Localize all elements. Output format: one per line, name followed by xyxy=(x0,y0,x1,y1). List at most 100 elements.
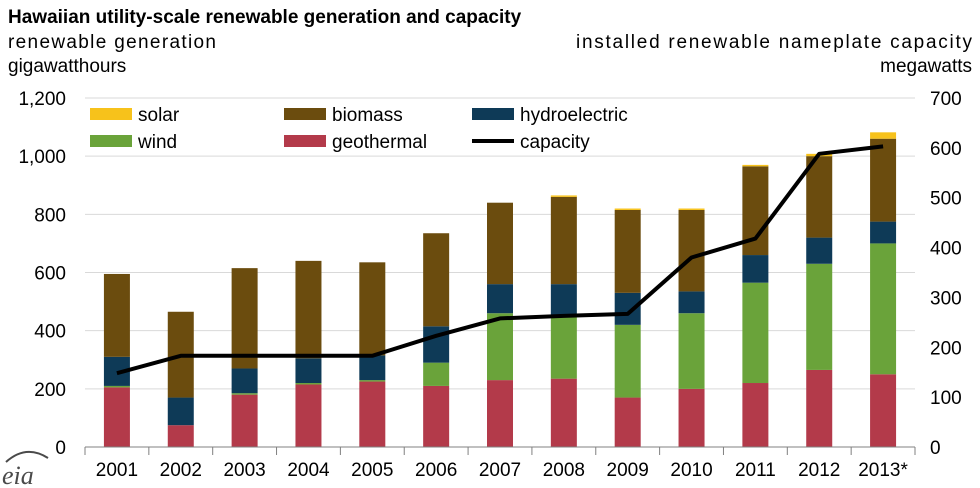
bar-biomass xyxy=(806,156,833,238)
legend-swatch-wind xyxy=(90,135,132,147)
bar-wind xyxy=(231,393,258,395)
bar-wind xyxy=(614,324,641,398)
bar-geothermal xyxy=(550,378,577,447)
right-tick-label: 300 xyxy=(930,288,962,309)
bar-wind xyxy=(742,282,769,384)
bar-biomass xyxy=(359,262,386,356)
x-tick-label: 2010 xyxy=(670,460,712,481)
bar-solar xyxy=(870,132,897,139)
capacity-line-group xyxy=(116,144,884,376)
bar-solar xyxy=(742,164,769,167)
bar-geothermal xyxy=(870,374,897,447)
bar-wind xyxy=(359,380,386,382)
x-tick-label: 2006 xyxy=(415,460,457,481)
x-tick-label: 2009 xyxy=(607,460,649,481)
bar-hydroelectric xyxy=(487,284,513,314)
legend: solar biomass hydroelectric wind geothermal c… xyxy=(90,105,628,153)
bar-geothermal xyxy=(167,425,194,447)
eia-logo-text: eia xyxy=(2,461,34,488)
x-tick-label: 2007 xyxy=(479,460,521,481)
right-tick-label: 500 xyxy=(930,189,962,210)
bar-geothermal xyxy=(742,383,769,447)
bar-wind xyxy=(678,313,705,389)
bar-hydroelectric xyxy=(614,292,641,325)
left-tick-label: 400 xyxy=(34,322,66,343)
right-tick-label: 600 xyxy=(930,139,962,160)
bar-hydroelectric xyxy=(359,355,386,381)
left-tick-label: 600 xyxy=(34,264,66,285)
bar-solar xyxy=(550,195,577,197)
legend-label-geothermal: geothermal xyxy=(332,132,427,153)
bar-wind xyxy=(423,362,450,386)
bar-wind xyxy=(487,313,513,381)
bar-hydroelectric xyxy=(550,284,577,315)
bar-biomass xyxy=(487,202,513,285)
bar-biomass xyxy=(231,268,258,369)
legend-swatch-biomass xyxy=(284,108,326,120)
x-tick-label: 2012 xyxy=(798,460,840,481)
right-tick-label: 0 xyxy=(930,438,941,459)
bar-hydroelectric xyxy=(295,358,322,384)
legend-swatch-geothermal xyxy=(284,135,326,147)
bar-hydroelectric xyxy=(678,291,705,314)
x-tick-label: 2005 xyxy=(351,460,393,481)
eia-logo: eia xyxy=(2,451,49,488)
bar-biomass xyxy=(678,209,705,292)
legend-label-solar: solar xyxy=(138,105,180,126)
bar-geothermal xyxy=(359,381,386,447)
bars xyxy=(103,132,897,447)
bar-wind xyxy=(806,263,833,370)
legend-label-hydroelectric: hydroelectric xyxy=(520,105,628,126)
bar-biomass xyxy=(550,196,577,285)
right-axis-label-line2: megawatts xyxy=(880,56,972,77)
bar-geothermal xyxy=(423,385,450,447)
right-tick-label: 100 xyxy=(930,388,962,409)
bar-hydroelectric xyxy=(742,255,769,283)
bar-geothermal xyxy=(231,394,258,447)
bar-wind xyxy=(550,314,577,379)
bar-solar xyxy=(614,208,641,210)
legend-label-biomass: biomass xyxy=(332,105,403,126)
bar-biomass xyxy=(295,260,322,359)
capacity-line xyxy=(116,144,884,376)
left-axis-ticks: 0 200 400 600 800 1,000 1,200 xyxy=(18,89,66,459)
right-tick-label: 700 xyxy=(930,89,962,110)
bar-hydroelectric xyxy=(870,221,897,244)
x-tick-label: 2011 xyxy=(735,460,776,481)
x-tick-label: 2002 xyxy=(160,460,202,481)
left-tick-label: 800 xyxy=(34,205,66,226)
legend-swatch-solar xyxy=(90,108,132,120)
x-tick-label: 2001 xyxy=(96,460,138,481)
x-tick-label: 2008 xyxy=(543,460,585,481)
bar-solar xyxy=(678,208,705,210)
x-tick-label: 2004 xyxy=(287,460,330,481)
x-tick-label: 2003 xyxy=(223,460,265,481)
bar-geothermal xyxy=(295,384,322,447)
bar-hydroelectric xyxy=(231,368,258,394)
bar-biomass xyxy=(423,233,450,327)
bar-hydroelectric xyxy=(167,397,194,426)
bar-biomass xyxy=(870,138,897,222)
bar-geothermal xyxy=(614,397,641,447)
chart-title: Hawaiian utility-scale renewable generat… xyxy=(8,7,522,28)
right-tick-label: 400 xyxy=(930,239,962,260)
bar-biomass xyxy=(614,209,641,293)
x-tick-label: 2013* xyxy=(858,460,908,481)
left-tick-label: 1,200 xyxy=(18,89,66,110)
left-tick-label: 200 xyxy=(34,380,66,401)
left-axis-label-line2: gigawatthours xyxy=(8,56,126,77)
legend-label-wind: wind xyxy=(137,132,177,153)
right-axis-label-line1: installed renewable nameplate capacity xyxy=(576,32,973,53)
bar-geothermal xyxy=(103,387,130,447)
bar-hydroelectric xyxy=(806,237,833,264)
bar-geothermal xyxy=(678,388,705,447)
bar-geothermal xyxy=(806,369,833,447)
left-axis-label-line1: renewable generation xyxy=(8,32,216,53)
left-tick-label: 0 xyxy=(55,438,66,459)
right-tick-label: 200 xyxy=(930,338,962,359)
bar-geothermal xyxy=(487,380,513,447)
bar-wind xyxy=(103,385,130,388)
legend-label-capacity: capacity xyxy=(520,132,590,153)
bar-wind xyxy=(295,383,322,385)
